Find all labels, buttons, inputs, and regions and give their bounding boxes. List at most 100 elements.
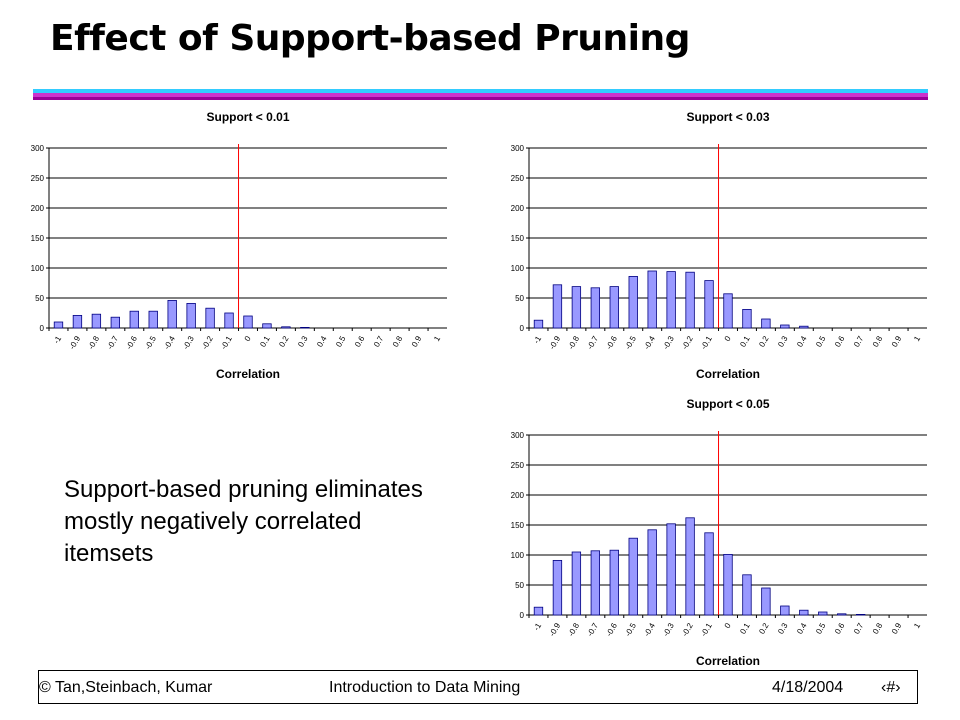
- chart-title: Support < 0.03: [686, 110, 769, 124]
- bar: [856, 613, 866, 616]
- y-tick-label: 200: [511, 491, 525, 500]
- y-tick-label: 250: [511, 174, 525, 183]
- y-tick-label: 300: [511, 431, 525, 440]
- x-tick-label: 0.9: [890, 334, 904, 349]
- x-axis-label: Correlation: [696, 367, 760, 381]
- x-tick-label: -0.1: [219, 334, 234, 351]
- x-tick-label: -0.4: [642, 621, 657, 638]
- histogram-support-001: Support < 0.01 0 50 100 150 200 250 300 -1 -0.9 -0…: [31, 110, 447, 381]
- y-tick-label: 150: [511, 521, 525, 530]
- histogram-support-005: Support < 0.05 0 50 100 150 200 250 300 -1 -0.9 -0…: [511, 397, 927, 668]
- bar: [571, 551, 582, 616]
- bar: [742, 308, 752, 329]
- x-tick-label: 1: [432, 334, 442, 343]
- bar: [780, 605, 790, 616]
- x-tick-label: 1: [912, 621, 922, 630]
- x-tick-label: 0.8: [871, 334, 885, 349]
- bar: [590, 550, 600, 616]
- title-rule-purple: [33, 97, 928, 100]
- bar: [666, 271, 676, 329]
- bar: [148, 310, 158, 329]
- x-tick-label: -1: [52, 334, 64, 345]
- footer-course-title: Introduction to Data Mining: [329, 679, 521, 696]
- x-tick-label: 0.3: [776, 621, 790, 636]
- y-tick-label: 100: [511, 264, 525, 273]
- bar: [300, 326, 310, 329]
- x-tick-label: 0.8: [391, 334, 405, 349]
- x-tick-label: 0.1: [738, 621, 752, 636]
- x-tick-label: 0.1: [258, 334, 272, 349]
- footer-page-number: ‹#›: [881, 679, 901, 696]
- x-tick-label: 0.2: [277, 334, 291, 349]
- bar: [552, 559, 563, 616]
- bar: [110, 316, 120, 329]
- bar: [590, 287, 600, 329]
- y-tick-label: 150: [31, 234, 45, 243]
- x-tick-label: 0.2: [757, 334, 771, 349]
- x-tick-label: -0.5: [623, 621, 638, 638]
- y-tick-label: 50: [35, 294, 44, 303]
- x-tick-label: 0.9: [890, 621, 904, 636]
- x-tick-label: -1: [532, 621, 544, 632]
- x-axis-label: Correlation: [216, 367, 280, 381]
- bar: [761, 318, 771, 329]
- slide-footer: © Tan,Steinbach, Kumar Introduction to D…: [38, 670, 918, 704]
- bar: [533, 606, 544, 616]
- x-tick-label: -0.5: [143, 334, 158, 351]
- bar: [704, 280, 714, 329]
- x-tick-label: -0.9: [547, 334, 562, 351]
- x-tick-label: 0.4: [315, 334, 329, 349]
- y-tick-label: 200: [31, 204, 45, 213]
- x-tick-label: -0.2: [200, 334, 215, 351]
- y-tick-label: 50: [515, 294, 524, 303]
- x-tick-label: 0.7: [852, 334, 866, 349]
- x-tick-label: 0.5: [814, 621, 828, 636]
- histogram-support-003: Support < 0.03 0 50 100 150 200 250 300 -1 -0.9 -0…: [511, 110, 927, 381]
- bar: [243, 315, 253, 329]
- x-axis-label: Correlation: [696, 654, 760, 668]
- x-tick-label: 0.4: [795, 621, 809, 636]
- x-tick-label: -1: [532, 334, 544, 345]
- bar: [281, 326, 291, 329]
- x-tick-label: -0.8: [566, 621, 581, 638]
- footer-date: 4/18/2004: [772, 679, 844, 696]
- x-tick-label: 0.7: [372, 334, 386, 349]
- x-tick-label: 0.3: [776, 334, 790, 349]
- x-tick-label: -0.1: [699, 334, 714, 351]
- bar: [761, 587, 771, 616]
- title-rule-magenta: [33, 93, 928, 97]
- bar: [628, 537, 638, 616]
- bar: [609, 549, 619, 616]
- y-tick-label: 300: [511, 144, 525, 153]
- x-tick-label: -0.1: [699, 621, 714, 638]
- x-tick-label: 0.5: [814, 334, 828, 349]
- x-tick-label: 0.8: [871, 621, 885, 636]
- bar: [205, 307, 215, 329]
- bar: [723, 553, 733, 616]
- bar: [186, 302, 196, 329]
- y-tick-label: 0: [520, 611, 525, 620]
- x-tick-label: -0.6: [124, 334, 139, 351]
- footer-copyright: © Tan,Steinbach, Kumar: [39, 679, 213, 696]
- x-tick-label: 0.4: [795, 334, 809, 349]
- x-tick-label: 0: [723, 334, 733, 343]
- x-tick-label: -0.4: [642, 334, 657, 351]
- bar: [552, 284, 563, 329]
- bar: [647, 529, 657, 616]
- bar: [262, 323, 272, 329]
- bar: [780, 324, 790, 329]
- bar: [799, 325, 809, 329]
- x-tick-label: -0.3: [661, 334, 676, 351]
- y-tick-label: 100: [511, 551, 525, 560]
- bar: [723, 293, 733, 329]
- bar: [685, 517, 695, 616]
- x-tick-label: -0.7: [105, 334, 120, 351]
- bar: [167, 299, 177, 329]
- x-tick-label: -0.2: [680, 621, 695, 638]
- y-tick-label: 0: [520, 324, 525, 333]
- y-tick-label: 50: [515, 581, 524, 590]
- x-tick-label: -0.9: [547, 621, 562, 638]
- bar: [571, 286, 582, 329]
- x-tick-label: -0.2: [680, 334, 695, 351]
- bar: [799, 609, 809, 616]
